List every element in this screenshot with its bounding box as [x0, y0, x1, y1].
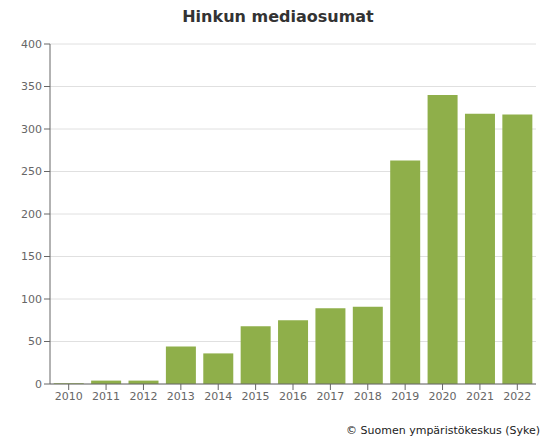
- svg-text:2013: 2013: [167, 390, 195, 403]
- svg-text:50: 50: [28, 335, 42, 348]
- svg-text:2012: 2012: [129, 390, 157, 403]
- svg-text:100: 100: [21, 293, 42, 306]
- html-text:Hinkun mediaosumat: Hinkun mediaosumat: [182, 7, 374, 26]
- svg-text:2011: 2011: [92, 390, 120, 403]
- svg-text:2021: 2021: [466, 390, 494, 403]
- svg-text:2018: 2018: [354, 390, 382, 403]
- svg-text:150: 150: [21, 250, 42, 263]
- svg-text:250: 250: [21, 165, 42, 178]
- svg-text:2015: 2015: [242, 390, 270, 403]
- svg-text:0: 0: [35, 378, 42, 391]
- svg-text:2014: 2014: [204, 390, 232, 403]
- html-text:© Suomen ympäristökeskus (Syke: © Suomen ympäristökeskus (Syke): [346, 424, 540, 437]
- svg-text:2016: 2016: [279, 390, 307, 403]
- svg-text:400: 400: [21, 38, 42, 51]
- svg-text:2017: 2017: [316, 390, 344, 403]
- svg-text:2019: 2019: [391, 390, 419, 403]
- svg-text:2020: 2020: [429, 390, 457, 403]
- svg-text:300: 300: [21, 123, 42, 136]
- svg-text:2010: 2010: [55, 390, 83, 403]
- svg-text:350: 350: [21, 80, 42, 93]
- svg-text:200: 200: [21, 208, 42, 221]
- svg-text:2022: 2022: [503, 390, 531, 403]
